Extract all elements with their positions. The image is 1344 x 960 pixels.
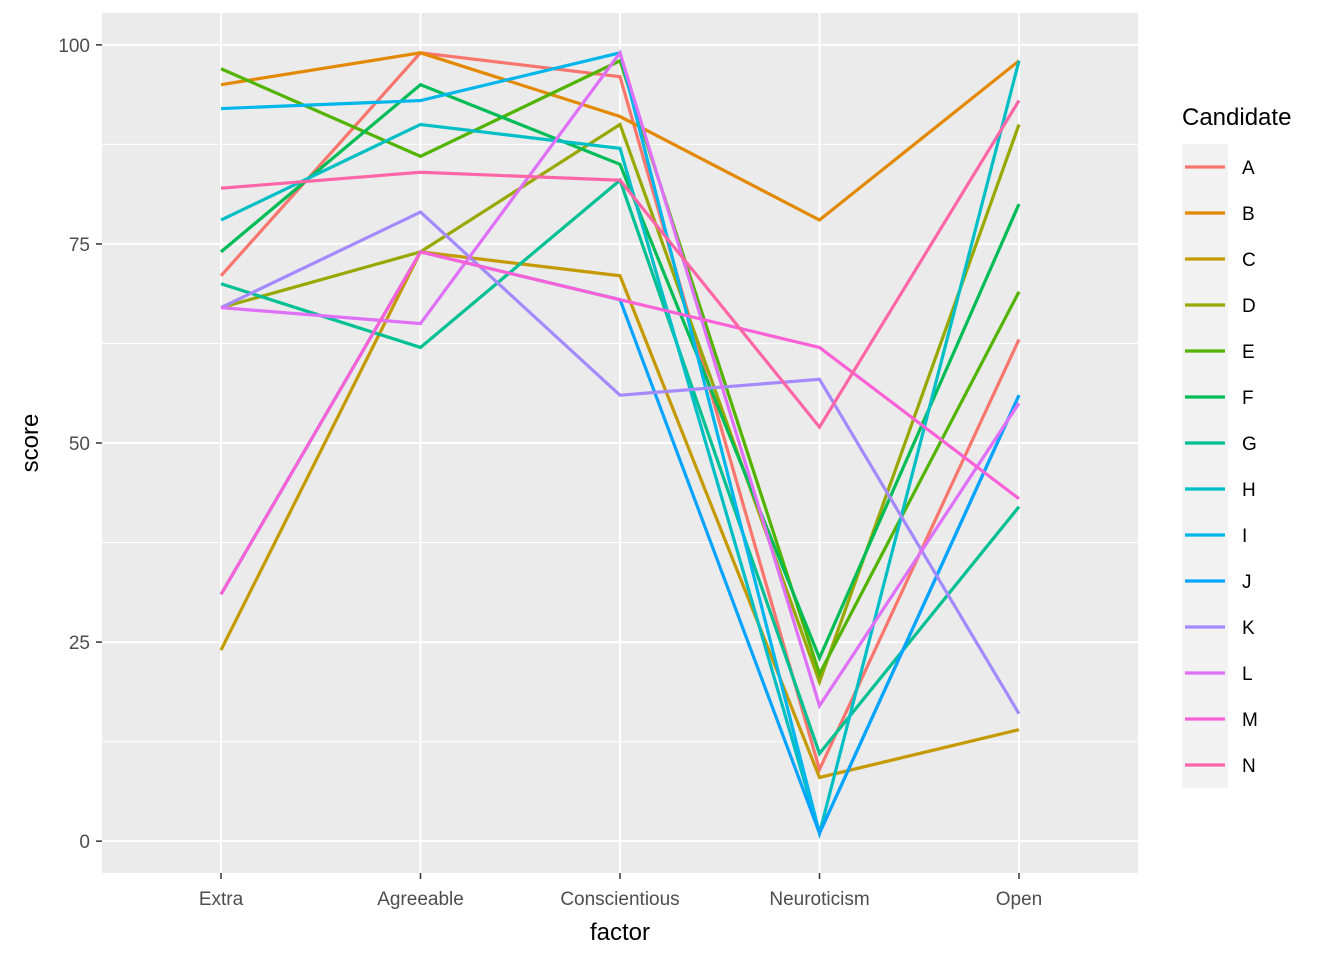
- y-tick-label: 100: [58, 36, 90, 57]
- series-line-e: [220, 58, 1021, 679]
- legend-label: K: [1242, 618, 1255, 639]
- y-tick-label: 50: [69, 434, 90, 455]
- y-tick-label: 75: [69, 235, 90, 256]
- series-line-k: [220, 210, 1021, 715]
- legend-label: H: [1242, 480, 1256, 501]
- legend-label: E: [1242, 342, 1255, 363]
- x-tick-label: Conscientious: [560, 889, 679, 910]
- legend-label: B: [1242, 204, 1255, 225]
- series-line-l: [220, 49, 1021, 710]
- series-line-h: [220, 60, 1021, 840]
- x-axis: Extra Agreeable Conscientious Neuroticism Op…: [199, 873, 1042, 910]
- legend-label: M: [1242, 710, 1258, 731]
- x-tick-label: Agreeable: [377, 889, 464, 910]
- x-tick-label: Extra: [199, 889, 244, 910]
- legend-label: G: [1242, 434, 1257, 455]
- legend-key-background: [1182, 144, 1228, 788]
- legend-label: D: [1242, 296, 1256, 317]
- legend-label: F: [1242, 388, 1254, 409]
- series-line-f: [219, 82, 1021, 663]
- grid-major: [102, 13, 1138, 873]
- x-tick-label: Neuroticism: [769, 889, 869, 910]
- series-line-b: [220, 51, 1020, 222]
- x-axis-title: factor: [590, 919, 650, 946]
- legend-label: A: [1242, 158, 1255, 179]
- legend-label: L: [1242, 664, 1253, 685]
- y-tick-label: 25: [69, 633, 90, 654]
- series-line-m: [219, 250, 1020, 596]
- x-tick-label: Open: [996, 889, 1042, 910]
- series-line-n: [220, 99, 1021, 430]
- legend-label: I: [1242, 526, 1247, 547]
- y-axis: 0 25 50 75 100: [58, 36, 102, 853]
- series-line-d: [220, 122, 1021, 687]
- legend-label: J: [1242, 572, 1252, 593]
- y-tick-label: 0: [79, 832, 90, 853]
- y-axis-title: score: [17, 414, 44, 473]
- legend-label: C: [1242, 250, 1256, 271]
- series-line-c: [219, 250, 1020, 780]
- legend: Candidate A B C D E F G H I J K L M N: [1182, 104, 1291, 788]
- legend-title: Candidate: [1182, 104, 1291, 131]
- legend-label: N: [1242, 756, 1256, 777]
- series-lines: [219, 49, 1021, 840]
